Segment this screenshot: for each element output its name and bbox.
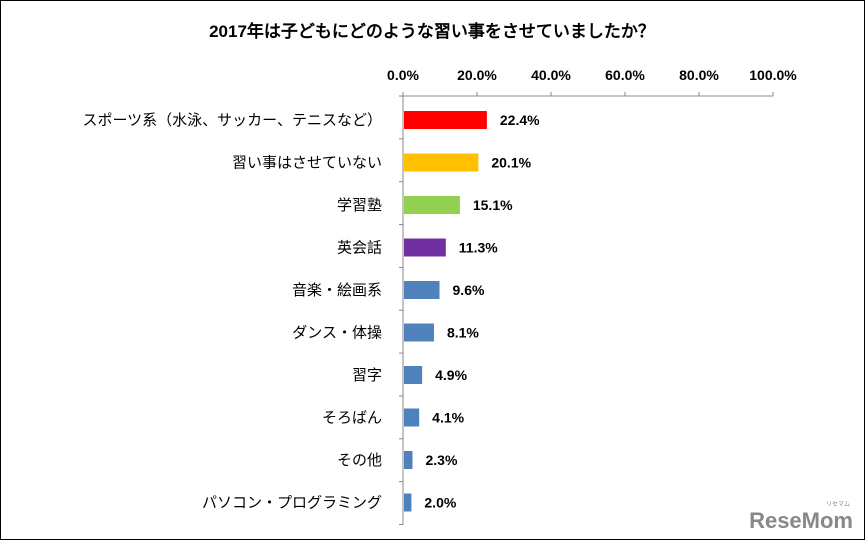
bar-value-label: 2.0%: [424, 495, 456, 511]
x-tick-label: 80.0%: [679, 67, 719, 83]
bar-value-label: 11.3%: [459, 240, 498, 256]
watermark-brand: ReseMom: [749, 508, 853, 533]
watermark-tagline: リセマム: [826, 501, 850, 508]
x-tick-label: 60.0%: [605, 67, 645, 83]
bar: [404, 451, 413, 469]
x-tick-label: 100.0%: [749, 67, 797, 83]
bar-value-label: 9.6%: [453, 282, 485, 298]
x-tick-label: 0.0%: [387, 67, 419, 83]
category-label: 音楽・絵画系: [292, 281, 382, 299]
category-label: ダンス・体操: [292, 324, 382, 342]
category-label: 習い事はさせていない: [232, 154, 382, 172]
bar-value-label: 15.1%: [473, 197, 513, 213]
category-label: 英会話: [337, 239, 382, 257]
category-label: そろばん: [322, 409, 382, 427]
bar-value-label: 4.1%: [432, 410, 464, 426]
bar-value-label: 4.9%: [435, 367, 467, 383]
bar-value-label: 20.1%: [491, 155, 531, 171]
bar-value-label: 2.3%: [426, 452, 458, 468]
bar: [404, 408, 420, 427]
bar-value-label: 8.1%: [447, 325, 479, 341]
bar: [404, 238, 446, 257]
category-label: 習字: [352, 366, 382, 384]
category-label: その他: [337, 451, 382, 469]
category-label: パソコン・プログラミング: [202, 494, 382, 512]
bar: [404, 281, 440, 299]
resemom-logo: ReseMom リセマム: [749, 501, 853, 533]
bar: [404, 153, 479, 172]
bar: [404, 493, 412, 512]
x-tick-label: 20.0%: [457, 67, 497, 83]
bar-value-label: 22.4%: [500, 112, 540, 128]
x-tick-label: 40.0%: [531, 67, 571, 83]
bar: [404, 196, 460, 214]
category-label: スポーツ系（水泳、サッカー、テニスなど）: [82, 111, 382, 129]
bar: [404, 111, 487, 129]
bars: スポーツ系（水泳、サッカー、テニスなど） 22.4% 習い事はさせていない 20.1%…: [82, 111, 540, 512]
chart-title: 2017年は子どもにどのような習い事をさせていましたか？: [209, 21, 655, 41]
category-label: 学習塾: [337, 196, 382, 214]
x-axis: 0.0% 20.0% 40.0% 60.0% 80.0% 100.0%: [387, 67, 797, 525]
bar: [404, 366, 423, 384]
bar: [404, 323, 434, 342]
